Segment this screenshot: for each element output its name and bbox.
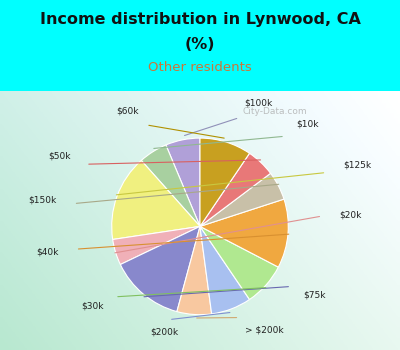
Wedge shape: [200, 173, 284, 226]
Wedge shape: [200, 199, 288, 267]
Text: Income distribution in Lynwood, CA: Income distribution in Lynwood, CA: [40, 12, 360, 27]
Wedge shape: [141, 145, 200, 226]
Text: > $200k: > $200k: [245, 326, 283, 335]
Text: $125k: $125k: [344, 161, 372, 170]
Text: $50k: $50k: [48, 151, 70, 160]
Text: $100k: $100k: [245, 98, 273, 107]
Wedge shape: [200, 226, 250, 314]
Text: $75k: $75k: [304, 290, 326, 299]
Wedge shape: [113, 226, 200, 265]
Wedge shape: [166, 138, 200, 226]
Text: $40k: $40k: [36, 248, 59, 257]
Text: $10k: $10k: [296, 119, 319, 128]
Text: $150k: $150k: [28, 196, 56, 205]
Text: $60k: $60k: [116, 106, 139, 116]
Text: $20k: $20k: [339, 210, 361, 219]
Text: Other residents: Other residents: [148, 61, 252, 74]
Text: $30k: $30k: [81, 302, 104, 311]
Wedge shape: [200, 153, 270, 226]
Text: City-Data.com: City-Data.com: [243, 107, 308, 116]
Text: $200k: $200k: [151, 328, 179, 337]
Wedge shape: [200, 226, 278, 300]
Wedge shape: [120, 226, 200, 312]
Wedge shape: [112, 160, 200, 239]
Text: (%): (%): [185, 37, 215, 52]
Wedge shape: [200, 138, 250, 226]
Wedge shape: [177, 226, 212, 315]
